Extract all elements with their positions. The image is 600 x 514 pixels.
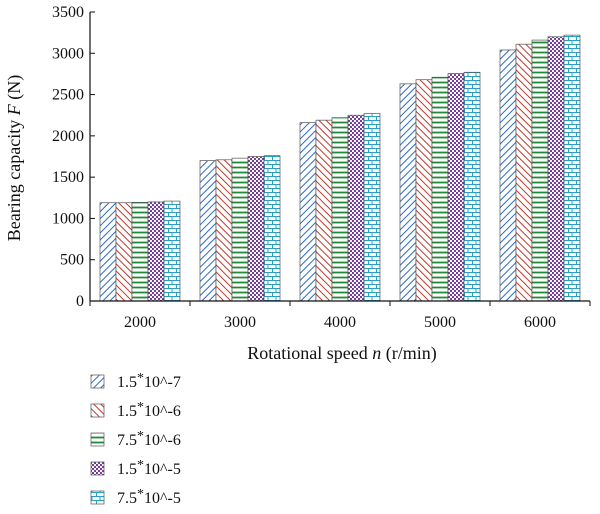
bar-6000-series-4 <box>547 36 565 302</box>
legend-swatch-1 <box>90 374 105 389</box>
bar-3000-series-1 <box>199 160 217 302</box>
legend-label-5: 7.5*10^-5 <box>117 487 181 507</box>
bar-6000-series-5 <box>563 34 581 302</box>
bar-3000-series-2 <box>215 159 233 302</box>
axes-group: 0 500 1000 1500 2000 2500 3000 3500 2000 3000 4000… <box>52 4 591 331</box>
bar-5000-series-2 <box>415 79 433 302</box>
x-tick-label: 6000 <box>524 314 556 331</box>
bar-5000-series-5 <box>463 71 481 302</box>
bar-5000-series-1 <box>399 83 417 302</box>
legend-swatch-2 <box>90 403 105 418</box>
bar-3000-series-4 <box>247 156 265 302</box>
bar-2000-series-2 <box>115 202 133 302</box>
bar-2000-series-4 <box>147 201 165 302</box>
y-tick-label: 0 <box>76 293 84 310</box>
bar-2000-series-3 <box>131 201 149 302</box>
legend-swatch-3 <box>90 432 105 447</box>
y-tick-label: 3500 <box>52 4 84 21</box>
y-tick-label: 500 <box>60 252 84 269</box>
bar-5000-series-3 <box>431 76 449 302</box>
x-tick-label: 3000 <box>224 314 256 331</box>
bar-4000-series-1 <box>299 122 317 302</box>
x-axis-title: Rotational speed n (r/min) <box>247 343 436 364</box>
x-tick-label: 2000 <box>124 314 156 331</box>
legend-swatch-4 <box>90 461 105 476</box>
legend-label-4: 1.5*10^-5 <box>117 458 181 478</box>
y-tick-label: 1500 <box>52 169 84 186</box>
x-tick-label: 4000 <box>324 314 356 331</box>
legend: 1.5*10^-7 1.5*10^-6 7.5*10^-6 1.5*10^-5 7.5*… <box>90 371 181 507</box>
y-axis-title: Bearing capacity F (N) <box>4 75 25 241</box>
bar-5000-series-4 <box>447 73 465 302</box>
bar-3000-series-3 <box>231 157 249 302</box>
bars-group <box>99 34 581 302</box>
bar-2000-series-5 <box>163 200 181 302</box>
legend-label-3: 7.5*10^-6 <box>117 429 181 449</box>
bar-3000-series-5 <box>263 155 281 302</box>
bar-4000-series-3 <box>331 117 349 302</box>
y-tick-label: 2000 <box>52 128 84 145</box>
legend-label-1: 1.5*10^-7 <box>117 371 181 391</box>
bar-2000-series-1 <box>99 202 117 302</box>
y-tick-label: 3000 <box>52 45 84 62</box>
plot-area: 0 500 1000 1500 2000 2500 3000 3500 2000 3000 4000… <box>52 4 591 331</box>
bar-4000-series-4 <box>347 114 365 302</box>
legend-swatch-5 <box>90 490 105 505</box>
bar-6000-series-2 <box>515 43 533 302</box>
x-tick-label: 5000 <box>424 314 456 331</box>
y-tick-label: 1000 <box>52 210 84 227</box>
y-tick-label: 2500 <box>52 87 84 104</box>
bar-6000-series-1 <box>499 49 517 302</box>
bar-4000-series-5 <box>363 113 381 302</box>
bar-4000-series-2 <box>315 119 333 302</box>
bar-6000-series-3 <box>531 39 549 302</box>
legend-label-2: 1.5*10^-6 <box>117 400 181 420</box>
